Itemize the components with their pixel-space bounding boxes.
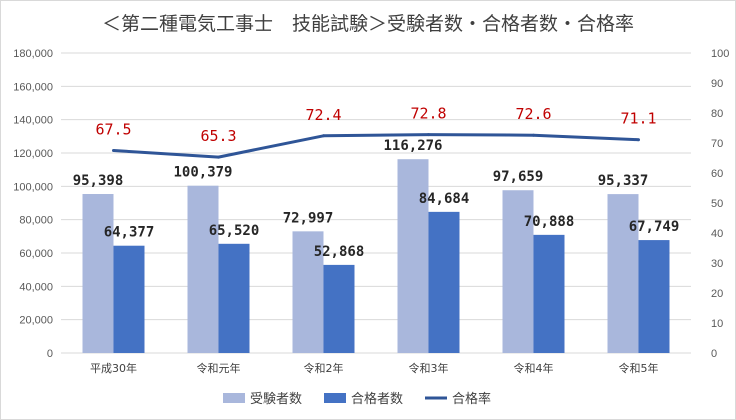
category-label: 令和3年: [409, 361, 449, 375]
left-tick-label: 80,000: [19, 215, 53, 227]
left-tick-label: 40,000: [19, 281, 53, 293]
examinees-value-label: 72,997: [283, 210, 334, 226]
legend-swatch: [223, 393, 245, 403]
legend-swatch: [324, 393, 346, 403]
passers-value-label: 65,520: [209, 223, 260, 239]
passers-bar: [428, 211, 460, 353]
passers-value-label: 70,888: [524, 214, 575, 230]
right-tick-label: 10: [711, 318, 723, 330]
right-tick-label: 70: [711, 138, 723, 150]
right-axis: 0 10 20 30 40 50 60 70 80 90 100: [711, 48, 729, 360]
pass-rate-point: [532, 133, 535, 137]
legend-label: 受験者数: [250, 392, 302, 407]
pass-rate-label: 72.6: [515, 105, 551, 123]
rate-line-group: [112, 133, 640, 159]
passers-value-label: 64,377: [104, 225, 155, 241]
left-tick-label: 180,000: [13, 48, 53, 60]
examinees-value-label: 100,379: [173, 165, 232, 181]
right-tick-label: 30: [711, 258, 723, 270]
left-tick-label: 160,000: [13, 81, 53, 93]
examinees-value-label: 116,276: [383, 138, 442, 154]
left-axis: 0 20,000 40,000 60,000 80,000 100,000 120,000 1…: [13, 48, 53, 360]
left-tick-label: 140,000: [13, 115, 53, 127]
right-tick-label: 50: [711, 198, 723, 210]
legend-label: 合格者数: [351, 391, 403, 407]
data-labels: 95,398 100,379 72,997 116,276 97,659 95,337 64…: [73, 105, 680, 260]
passers-bar: [638, 240, 670, 353]
right-tick-label: 90: [711, 78, 723, 90]
left-tick-label: 60,000: [19, 248, 53, 260]
examinees-bar: [607, 194, 639, 353]
category-label: 令和元年: [197, 361, 241, 375]
passers-value-label: 67,749: [629, 219, 680, 235]
examinees-value-label: 95,398: [73, 173, 124, 189]
examinees-value-label: 97,659: [493, 169, 544, 185]
examinees-bar: [502, 190, 534, 353]
left-tick-label: 100,000: [13, 181, 53, 193]
legend: 受験者数 合格者数 合格率: [223, 391, 491, 407]
pass-rate-point: [322, 134, 325, 138]
examinees-bar: [292, 231, 324, 353]
passers-bar: [113, 245, 145, 353]
chart-title: ＜第二種電気工事士 技能試験＞受験者数・合格者数・合格率: [102, 13, 634, 35]
left-tick-label: 0: [47, 348, 53, 360]
examinees-bar: [187, 185, 219, 353]
pass-rate-label: 72.8: [410, 105, 446, 123]
legend-label: 合格率: [452, 391, 491, 407]
category-label: 令和4年: [514, 361, 554, 375]
passers-bar: [323, 264, 355, 353]
category-label: 令和2年: [304, 361, 344, 375]
pass-rate-label: 67.5: [95, 121, 131, 139]
right-tick-label: 100: [711, 48, 729, 60]
category-axis: 平成30年 令和元年 令和2年 令和3年 令和4年 令和5年: [90, 361, 659, 375]
category-label: 平成30年: [90, 361, 137, 375]
pass-rate-point: [217, 155, 220, 159]
passers-value-label: 84,684: [419, 191, 470, 207]
left-tick-label: 120,000: [13, 148, 53, 160]
examinees-bar: [397, 159, 429, 353]
pass-rate-line: [113, 133, 639, 159]
right-tick-label: 40: [711, 228, 723, 240]
right-tick-label: 80: [711, 108, 723, 120]
right-tick-label: 60: [711, 168, 723, 180]
bars: [82, 159, 670, 353]
pass-rate-label: 72.4: [305, 106, 341, 124]
pass-rate-label: 71.1: [620, 110, 656, 128]
passers-value-label: 52,868: [314, 244, 365, 260]
right-tick-label: 0: [711, 348, 717, 360]
examinees-value-label: 95,337: [598, 173, 649, 189]
pass-rate-label: 65.3: [200, 127, 236, 145]
category-label: 令和5年: [619, 361, 659, 375]
right-tick-label: 20: [711, 288, 723, 300]
examinees-bar: [82, 194, 114, 353]
passers-bar: [533, 234, 565, 353]
passers-bar: [218, 243, 250, 353]
pass-rate-point: [637, 138, 640, 142]
pass-rate-point: [427, 133, 430, 137]
left-tick-label: 20,000: [19, 315, 53, 327]
gridlines: [61, 52, 691, 354]
pass-rate-point: [112, 149, 115, 152]
